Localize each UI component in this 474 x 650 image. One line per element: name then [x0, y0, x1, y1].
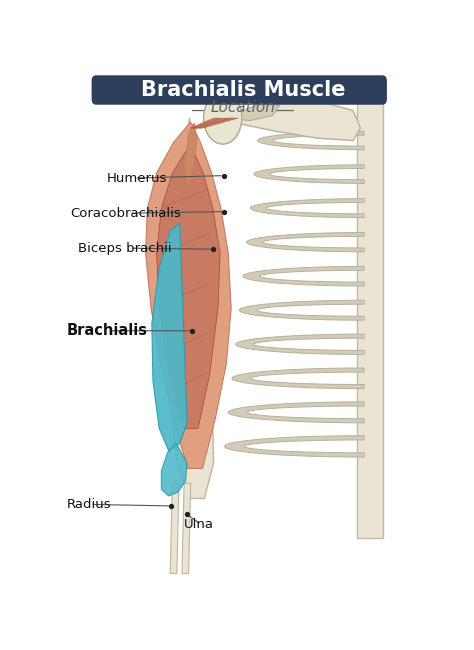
Polygon shape [236, 98, 360, 140]
Text: Coracobrachialis: Coracobrachialis [70, 207, 181, 220]
Text: Location: Location [210, 99, 275, 114]
Polygon shape [161, 443, 187, 496]
Text: Brachialis Muscle: Brachialis Muscle [141, 80, 345, 100]
Polygon shape [232, 368, 364, 389]
Polygon shape [152, 223, 187, 451]
Polygon shape [254, 165, 364, 183]
Text: Ulna: Ulna [184, 518, 214, 531]
Polygon shape [170, 484, 179, 573]
Polygon shape [196, 118, 238, 128]
Polygon shape [191, 118, 220, 128]
Polygon shape [156, 148, 220, 428]
Polygon shape [239, 300, 364, 320]
Text: Radius: Radius [66, 498, 111, 511]
Polygon shape [228, 402, 364, 423]
Polygon shape [357, 98, 383, 538]
Polygon shape [146, 123, 231, 469]
Text: Humerus: Humerus [107, 172, 167, 185]
Polygon shape [250, 199, 364, 218]
Polygon shape [243, 266, 364, 286]
Polygon shape [246, 233, 364, 252]
Polygon shape [236, 103, 280, 120]
FancyBboxPatch shape [92, 76, 386, 104]
Polygon shape [182, 484, 191, 573]
Polygon shape [185, 123, 197, 188]
Polygon shape [258, 131, 364, 150]
Text: Brachialis: Brachialis [66, 323, 147, 338]
Polygon shape [225, 436, 364, 457]
Polygon shape [193, 118, 231, 128]
Circle shape [204, 92, 242, 144]
Text: Biceps brachii: Biceps brachii [78, 242, 171, 255]
Polygon shape [236, 334, 364, 354]
Polygon shape [168, 118, 213, 499]
